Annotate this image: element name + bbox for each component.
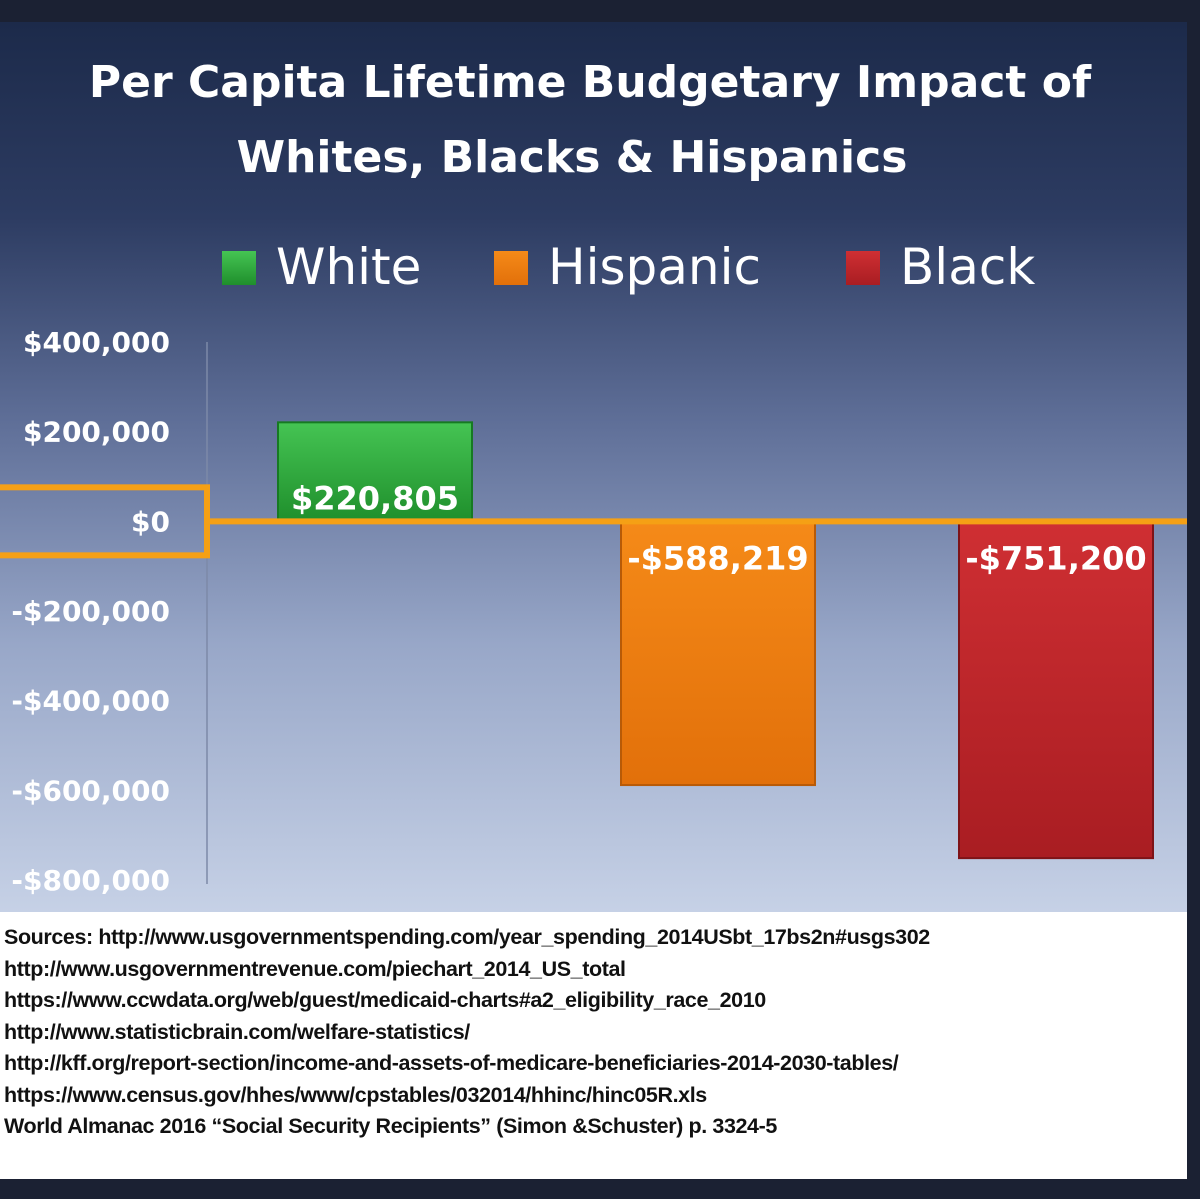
bar-value-labels: $220,805 -$588,219 -$751,200: [291, 479, 1147, 577]
source-line: http://kff.org/report-section/income-and…: [4, 1051, 899, 1075]
chart-title-line-2: Whites, Blacks & Hispanics: [237, 132, 908, 183]
legend-label-white: White: [276, 238, 421, 296]
y-tick-label: -$600,000: [11, 774, 170, 807]
chart-slide: Per Capita Lifetime Budgetary Impact of …: [0, 22, 1187, 912]
bar-label-hispanic: -$588,219: [627, 539, 808, 577]
legend-swatch-white: [222, 251, 256, 285]
bars: [277, 421, 1154, 860]
source-line: Sources: http://www.usgovernmentspending…: [4, 925, 930, 949]
source-line: World Almanac 2016 “Social Security Reci…: [4, 1114, 777, 1138]
zero-tick-highlight-box: [0, 484, 210, 559]
legend-label-black: Black: [900, 238, 1035, 296]
legend: White Hispanic Black: [222, 238, 1035, 296]
chart-title-line-1: Per Capita Lifetime Budgetary Impact of: [89, 57, 1092, 108]
legend-swatch-black: [846, 251, 880, 285]
bar-label-white: $220,805: [291, 479, 459, 517]
y-tick-labels: $400,000 $200,000 $0 -$200,000 -$400,000…: [11, 326, 170, 897]
source-line: http://www.statisticbrain.com/welfare-st…: [4, 1019, 470, 1044]
sources-panel: Sources: http://www.usgovernmentspending…: [0, 912, 1187, 1179]
y-tick-label: $200,000: [23, 416, 170, 449]
bar-black: [958, 520, 1154, 860]
y-tick-label: -$200,000: [11, 595, 170, 628]
legend-swatch-hispanic: [494, 251, 528, 285]
bar-hispanic: [620, 520, 816, 787]
y-tick-label: -$400,000: [11, 685, 170, 718]
bottom-frame-strip: [0, 1179, 1200, 1199]
legend-label-hispanic: Hispanic: [548, 238, 761, 296]
y-tick-label: -$800,000: [11, 864, 170, 897]
bar-label-black: -$751,200: [965, 539, 1146, 577]
y-tick-label: $400,000: [23, 326, 170, 359]
source-line: http://www.usgovernmentrevenue.com/piech…: [4, 956, 626, 981]
source-line: https://www.census.gov/hhes/www/cpstable…: [4, 1082, 707, 1107]
y-tick-label: $0: [131, 505, 170, 538]
source-line: https://www.ccwdata.org/web/guest/medica…: [4, 988, 766, 1012]
bar-chart: Per Capita Lifetime Budgetary Impact of …: [0, 57, 1187, 897]
